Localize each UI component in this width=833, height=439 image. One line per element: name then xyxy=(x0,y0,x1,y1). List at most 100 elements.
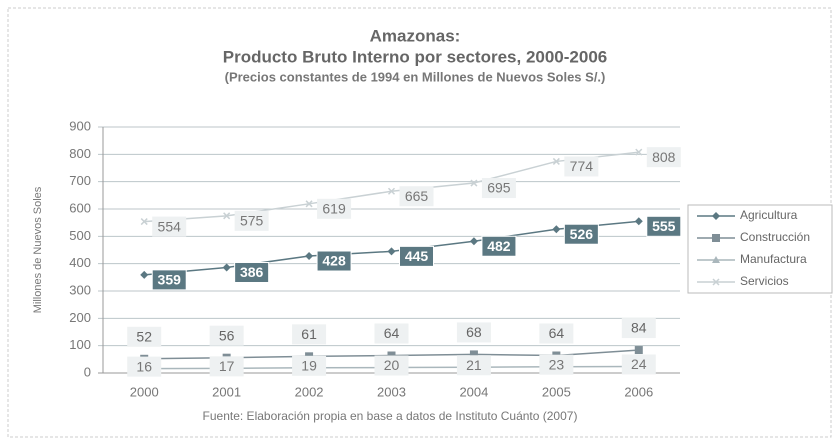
data-label: 16 xyxy=(136,358,152,374)
data-label-box xyxy=(621,354,656,375)
marker xyxy=(712,234,720,242)
data-label-box xyxy=(316,250,352,272)
marker xyxy=(140,218,148,226)
y-tick-label: 900 xyxy=(69,118,91,133)
data-label-box xyxy=(481,178,516,199)
legend-label: Construcción xyxy=(740,230,810,244)
data-label-box xyxy=(456,322,491,343)
chart-subtitle: Producto Bruto Interno por sectores, 200… xyxy=(223,47,608,66)
data-label: 619 xyxy=(322,201,346,217)
marker xyxy=(387,351,396,360)
data-label-box xyxy=(209,325,244,346)
marker xyxy=(305,252,314,261)
marker xyxy=(387,247,396,256)
data-label-box xyxy=(234,210,269,231)
legend-label: Manufactura xyxy=(740,252,807,266)
y-tick-label: 0 xyxy=(84,364,91,379)
data-label: 526 xyxy=(570,226,594,242)
data-label-box xyxy=(234,261,270,283)
data-label: 64 xyxy=(384,325,400,341)
data-label: 20 xyxy=(384,357,400,373)
data-label: 56 xyxy=(219,327,235,343)
y-tick-label: 300 xyxy=(69,282,91,297)
source: Fuente: Elaboración propia en base a dat… xyxy=(203,409,578,423)
y-tick-label: 500 xyxy=(69,228,91,243)
data-label: 482 xyxy=(487,238,511,254)
marker xyxy=(635,148,643,156)
data-label: 23 xyxy=(549,356,565,372)
marker xyxy=(634,346,643,355)
data-label-box xyxy=(399,245,434,267)
data-label-box xyxy=(292,324,327,345)
x-tick-label: 2005 xyxy=(542,384,571,399)
y-tick-label: 800 xyxy=(69,146,91,161)
data-label: 575 xyxy=(240,213,264,229)
data-label-box xyxy=(646,215,682,237)
marker xyxy=(223,212,231,220)
data-label: 386 xyxy=(240,264,264,280)
data-label: 84 xyxy=(631,320,647,336)
data-label-box xyxy=(209,356,244,377)
marker xyxy=(222,263,231,272)
marker xyxy=(712,256,720,263)
marker xyxy=(552,157,560,165)
legend-label: Servicios xyxy=(740,274,789,288)
marker xyxy=(470,179,478,187)
y-tick-label: 400 xyxy=(69,255,91,270)
data-label-box xyxy=(374,323,409,344)
data-label: 52 xyxy=(136,328,152,344)
data-label: 17 xyxy=(219,358,235,374)
data-label-box xyxy=(151,269,187,291)
data-label: 19 xyxy=(301,358,317,374)
data-label: 24 xyxy=(631,356,647,372)
marker xyxy=(469,350,478,359)
x-tick-label: 2000 xyxy=(130,384,159,399)
data-label: 555 xyxy=(652,218,676,234)
data-label-box xyxy=(399,186,434,207)
data-label: 64 xyxy=(549,325,565,341)
data-label: 21 xyxy=(466,357,482,373)
marker xyxy=(634,217,643,226)
data-label: 665 xyxy=(405,188,429,204)
data-label-box xyxy=(292,355,327,376)
marker xyxy=(305,200,313,208)
data-label: 695 xyxy=(487,180,511,196)
data-label-box xyxy=(127,356,162,377)
y-tick-label: 700 xyxy=(69,173,91,188)
data-label-box xyxy=(564,156,599,177)
marker xyxy=(712,212,720,220)
x-tick-label: 2006 xyxy=(624,384,653,399)
legend-box xyxy=(687,204,833,294)
marker xyxy=(387,187,396,195)
x-tick-label: 2001 xyxy=(212,384,241,399)
data-label: 428 xyxy=(322,253,346,269)
data-label-box xyxy=(621,318,656,339)
data-label-box xyxy=(539,354,574,375)
data-label: 808 xyxy=(652,149,676,165)
marker xyxy=(712,278,720,286)
y-tick-label: 600 xyxy=(69,200,91,215)
data-label: 68 xyxy=(466,324,482,340)
marker xyxy=(552,225,561,234)
y-tick-label: 100 xyxy=(69,337,91,352)
data-label: 774 xyxy=(570,158,594,174)
data-label-box xyxy=(127,326,162,347)
data-label-box xyxy=(152,216,187,237)
data-label-box xyxy=(456,355,491,376)
data-label: 61 xyxy=(301,326,317,342)
y-axis-label: Millones de Nuevos Soles xyxy=(32,186,44,313)
marker xyxy=(469,237,478,246)
data-label: 554 xyxy=(158,218,182,234)
chart-title: Amazonas: xyxy=(370,26,461,45)
data-label-box xyxy=(317,198,352,219)
chart-note: (Precios constantes de 1994 en Millones … xyxy=(225,69,606,84)
data-label-box xyxy=(374,355,409,376)
data-label: 359 xyxy=(158,272,182,288)
data-label-box xyxy=(563,223,599,245)
x-tick-label: 2003 xyxy=(377,384,406,399)
data-label: 445 xyxy=(405,248,429,264)
data-label-box xyxy=(646,147,681,168)
x-tick-label: 2004 xyxy=(459,384,488,399)
marker xyxy=(140,270,149,279)
